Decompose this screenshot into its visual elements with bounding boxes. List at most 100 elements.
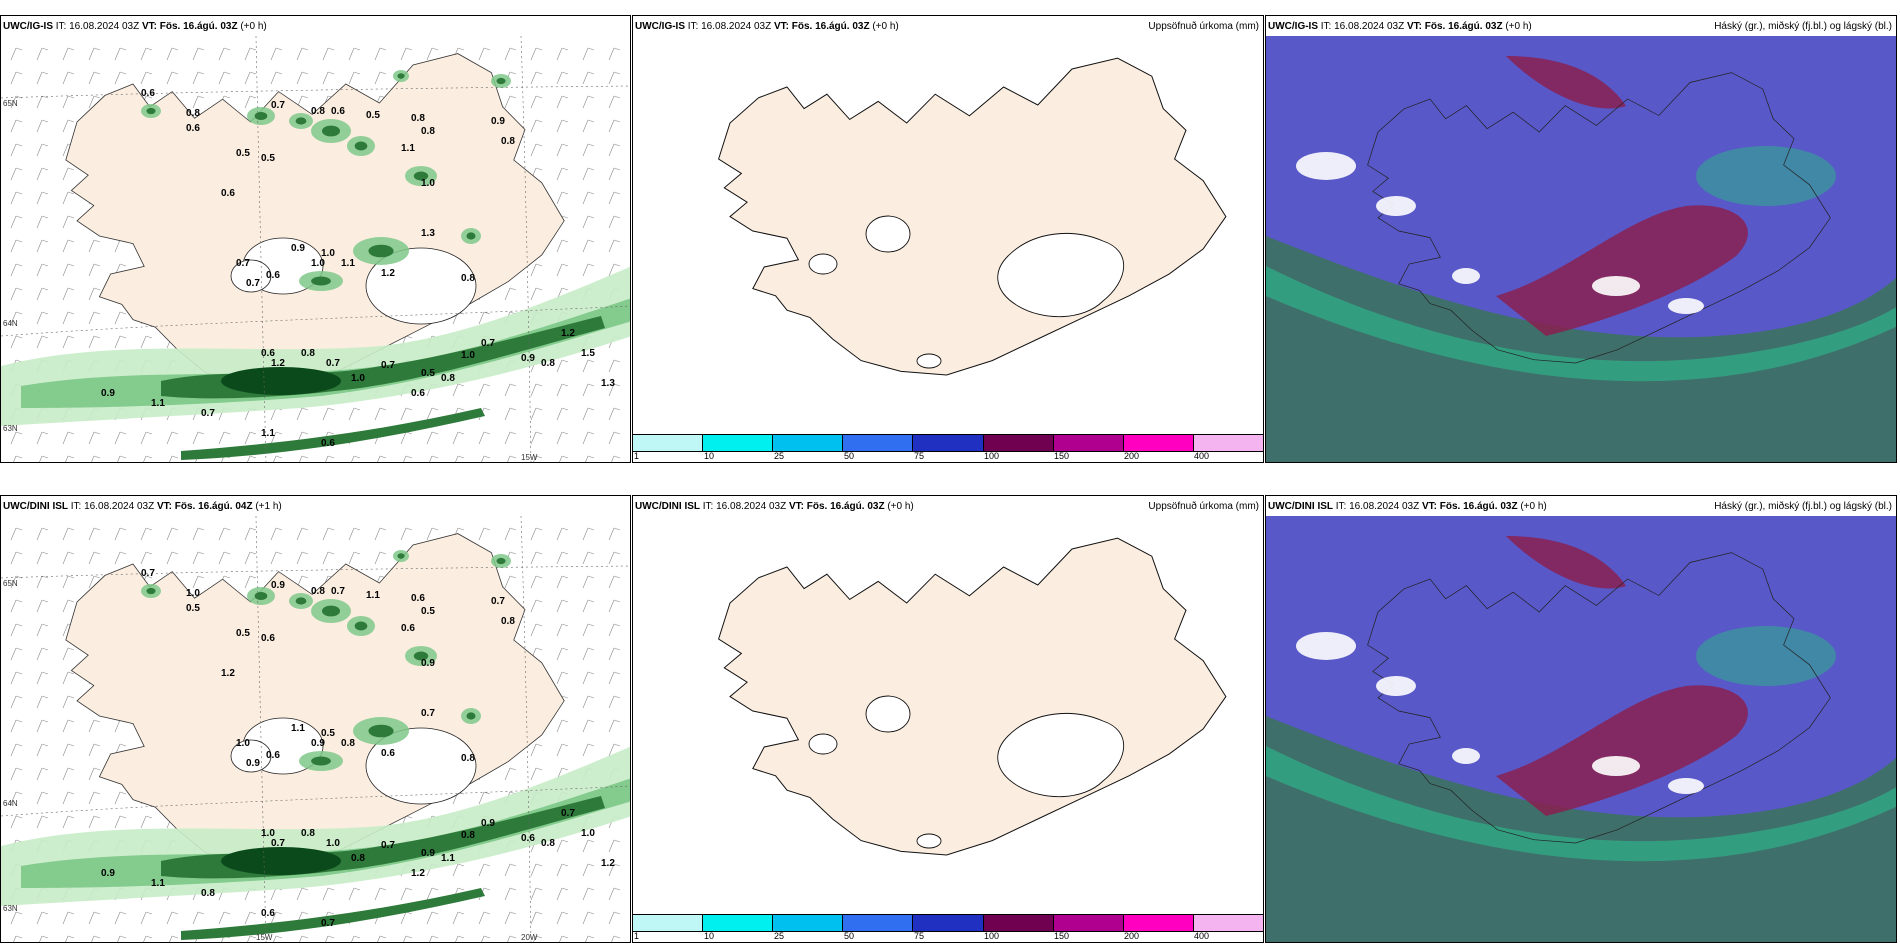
shower-core [146, 587, 156, 595]
wind-barb-flag [171, 551, 179, 555]
wind-barb-flag [613, 383, 621, 387]
wind-barb [608, 143, 615, 157]
precip-value-label: 0.5 [421, 368, 435, 379]
wind-barb [273, 935, 277, 942]
wind-barb [608, 527, 615, 541]
wind-barb-flag [249, 527, 257, 531]
precip-value-label: 0.5 [236, 148, 250, 159]
wind-barb-flag [249, 935, 257, 939]
wind-barb-flag [587, 671, 595, 675]
wind-barb-flag [561, 839, 569, 843]
wind-barb [10, 743, 17, 757]
wind-barb-flag [15, 71, 23, 75]
wind-barb [582, 575, 589, 589]
wind-barb-flag [613, 407, 621, 411]
wind-barb [36, 215, 43, 229]
wind-barb [270, 71, 277, 85]
wind-barb [10, 119, 17, 133]
colorbar-tick-label: 25 [774, 931, 785, 941]
wind-barb [62, 263, 69, 277]
wind-barb-flag [67, 551, 75, 555]
wind-barb-flag [535, 167, 543, 171]
wind-barb-flag [613, 263, 621, 267]
wind-barb-flag [275, 527, 283, 531]
colorbar-segment [843, 915, 914, 931]
wind-barb [478, 47, 485, 61]
wind-barb [192, 911, 199, 925]
wind-barb-flag [535, 767, 543, 771]
wind-barb-flag [379, 551, 387, 555]
iceland-coastline [1367, 552, 1831, 844]
wind-barb-flag [93, 263, 101, 267]
wind-barb [400, 887, 407, 901]
panel-title: UWC/IG-IS IT: 16.08.2024 03Z VT: Fös. 16… [635, 21, 899, 32]
wind-barb-flag [535, 743, 543, 747]
wind-barb-flag [535, 95, 543, 99]
wind-barb-flag [327, 911, 335, 915]
accum-precip-map-bottom: UWC/DINI ISL IT: 16.08.2024 03Z VT: Fös.… [632, 495, 1264, 943]
wind-barb-flag [301, 455, 309, 459]
wind-barb-flag [613, 551, 621, 555]
colorbar-segment [983, 435, 1054, 451]
wind-barb-flag [67, 791, 75, 795]
wind-barb [533, 455, 537, 462]
cloud-cover-map-top: UWC/IG-IS IT: 16.08.2024 03Z VT: Fös. 16… [1265, 15, 1897, 463]
wind-barb-flag [535, 143, 543, 147]
wind-barb [452, 431, 459, 445]
colorbar [633, 914, 1263, 932]
shower-core [466, 712, 476, 720]
wind-barb-flag [509, 935, 517, 939]
wind-barb-flag [587, 695, 595, 699]
wind-barb [608, 599, 615, 613]
wind-barb-flag [405, 407, 413, 411]
precip-value-label: 0.7 [561, 808, 575, 819]
precip-value-label: 0.5 [186, 603, 200, 614]
wind-barb [582, 119, 589, 133]
wind-barb-flag [41, 647, 49, 651]
shower-core [496, 557, 506, 565]
wind-barb-flag [197, 575, 205, 579]
colorbar-tick-label: 150 [1054, 931, 1070, 941]
wind-barb-flag [15, 215, 23, 219]
wind-barb-flag [15, 119, 23, 123]
wind-barb [556, 47, 563, 61]
shower-core [397, 553, 405, 559]
wind-barb-flag [509, 407, 517, 411]
wind-barb-flag [457, 887, 465, 891]
wind-barb [36, 791, 43, 805]
wind-barb [218, 71, 225, 85]
wind-barb [192, 575, 199, 589]
wind-barb-flag [15, 935, 23, 939]
precip-value-label: 1.1 [341, 258, 355, 269]
axis-label: 15W [256, 933, 273, 942]
shower-core [254, 111, 268, 121]
wind-barb [426, 407, 433, 421]
wind-barb [582, 191, 589, 205]
wind-barb-flag [93, 455, 101, 459]
wind-barb-flag [561, 623, 569, 627]
wind-barb [530, 863, 537, 877]
wind-barb-flag [535, 647, 543, 651]
wind-barb [348, 527, 355, 541]
wind-barb-flag [119, 551, 127, 555]
wind-barb [556, 191, 563, 205]
wind-barb-flag [145, 95, 153, 99]
wind-barb-flag [431, 47, 439, 51]
wind-barb-flag [483, 527, 491, 531]
wind-barb-flag [67, 455, 75, 459]
graticule-lat [1, 85, 630, 99]
wind-barb [582, 167, 589, 181]
wind-barb [114, 527, 121, 541]
wind-barb-flag [587, 623, 595, 627]
precip-value-label: 0.7 [326, 358, 340, 369]
wind-barb-flag [15, 911, 23, 915]
wind-barb [374, 71, 381, 85]
wind-barb-flag [15, 623, 23, 627]
wind-barb [556, 143, 563, 157]
wind-barb-flag [535, 407, 543, 411]
wind-barb-flag [223, 47, 231, 51]
wind-barb-flag [535, 599, 543, 603]
wind-barb [36, 143, 43, 157]
wind-barb [582, 743, 589, 757]
shower-core [146, 107, 156, 115]
